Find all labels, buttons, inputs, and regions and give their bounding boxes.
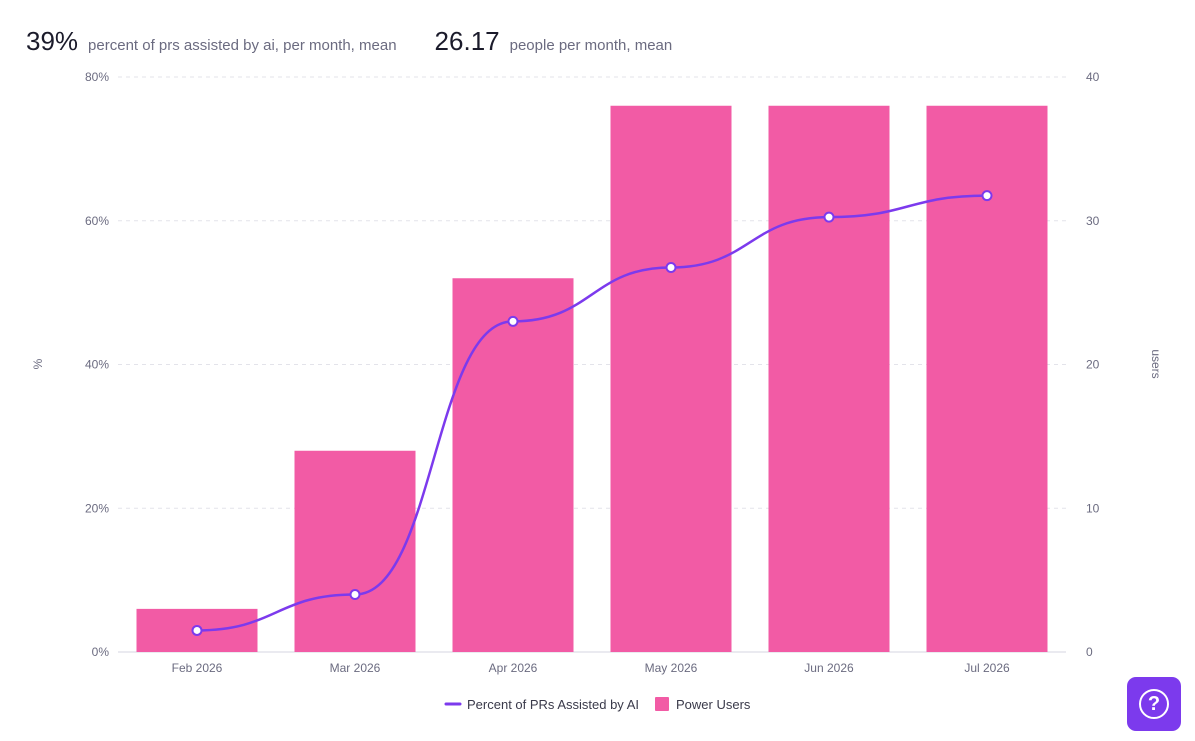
bar-power-users (294, 450, 416, 652)
legend-bar-swatch (655, 697, 669, 711)
bar-power-users (768, 105, 890, 652)
x-tick-label: May 2026 (645, 661, 698, 675)
y-right-tick-label: 20 (1086, 358, 1100, 372)
metric-value: 26.17 (434, 26, 500, 56)
metric-people-per-month: 26.17 people per month, mean (435, 26, 673, 57)
help-icon: ? (1139, 689, 1169, 719)
x-tick-label: Feb 2026 (172, 661, 223, 675)
y-left-tick-label: 20% (85, 501, 109, 515)
y-left-tick-label: 0% (92, 645, 110, 659)
line-point (191, 624, 203, 636)
x-tick-label: Mar 2026 (330, 661, 381, 675)
line-point (507, 315, 519, 327)
bar-power-users (926, 105, 1048, 652)
x-tick-label: Jun 2026 (804, 661, 854, 675)
legend-label-power-users: Power Users (676, 697, 751, 712)
y-right-axis-title: users (1149, 349, 1163, 378)
bar-power-users (452, 278, 574, 652)
line-point (823, 211, 835, 223)
line-point (665, 261, 677, 273)
metric-value: 39% (26, 26, 79, 56)
line-point (349, 589, 361, 600)
metric-label: people per month, mean (509, 37, 673, 54)
y-left-tick-label: 40% (85, 358, 109, 372)
metric-label: percent of prs assisted by ai, per month… (88, 37, 397, 54)
y-right-tick-label: 10 (1086, 501, 1100, 515)
metric-percent-prs: 39% percent of prs assisted by ai, per m… (26, 26, 397, 57)
x-tick-label: Apr 2026 (489, 661, 538, 675)
y-left-tick-label: 60% (85, 214, 109, 228)
help-button[interactable]: ? (1127, 677, 1181, 731)
y-right-tick-label: 30 (1086, 214, 1100, 228)
y-left-tick-label: 80% (85, 70, 109, 84)
y-right-tick-label: 40 (1086, 70, 1100, 84)
summary-metrics: 39% percent of prs assisted by ai, per m… (26, 26, 710, 57)
legend-label-percent-prs: Percent of PRs Assisted by AI (467, 697, 639, 712)
x-tick-label: Jul 2026 (964, 661, 1010, 675)
bar-power-users (610, 105, 732, 652)
y-left-axis-title: % (31, 358, 45, 369)
y-right-tick-label: 0 (1086, 645, 1093, 659)
line-point (981, 190, 993, 202)
